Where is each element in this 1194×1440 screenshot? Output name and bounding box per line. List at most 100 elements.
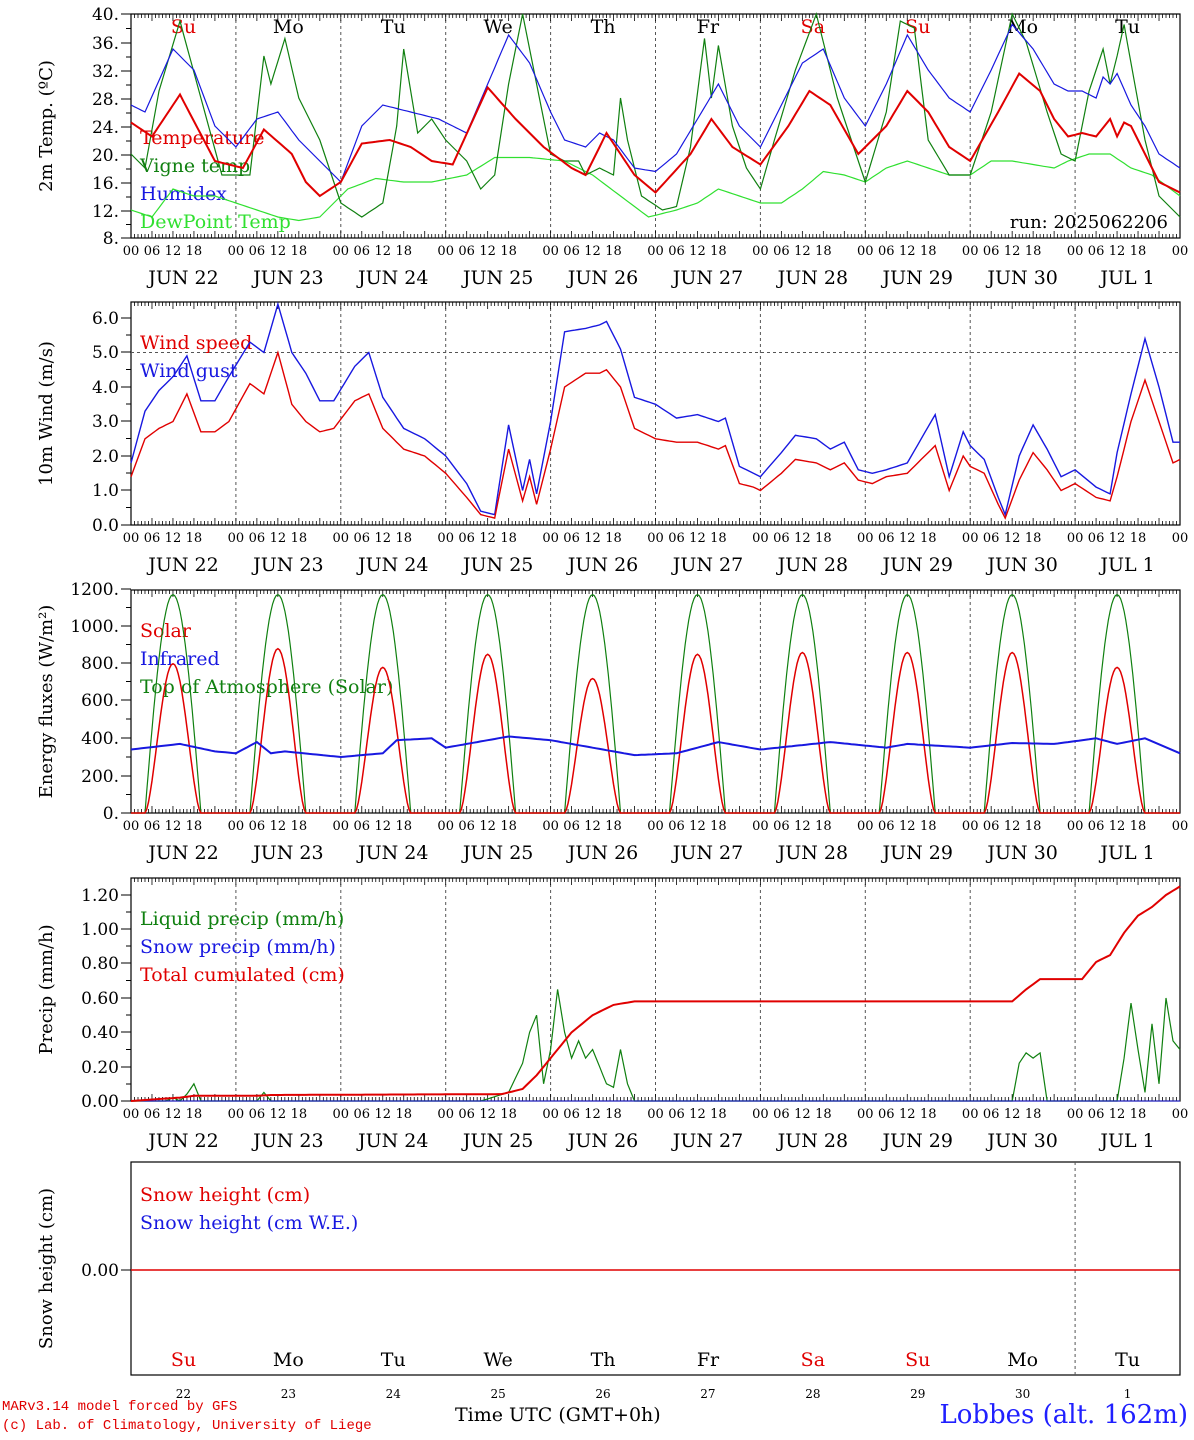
hour-label: 18 <box>1130 244 1147 259</box>
hour-label: 18 <box>395 1107 412 1122</box>
hour-label: 12 <box>794 244 811 259</box>
hour-label: 12 <box>584 819 601 834</box>
hour-label: 00 <box>857 1107 874 1122</box>
hour-label: 00 <box>542 1107 559 1122</box>
day-label: JUN 24 <box>356 554 428 576</box>
series-wind-speed <box>130 350 1181 520</box>
hour-label: 12 <box>794 1107 811 1122</box>
day-number: 24 <box>386 1387 402 1401</box>
hour-label: 06 <box>878 531 895 546</box>
hour-label: 06 <box>1088 819 1105 834</box>
hour-label: 12 <box>165 819 182 834</box>
day-label: JUN 26 <box>566 554 638 576</box>
y-tick-label: 12. <box>92 202 119 222</box>
hour-label: 18 <box>815 244 832 259</box>
hour-label: 12 <box>165 531 182 546</box>
hour-label: 12 <box>899 1107 916 1122</box>
hour-label: 12 <box>270 819 287 834</box>
hour-label: 00 <box>333 819 350 834</box>
day-label: JUN 30 <box>985 1130 1057 1152</box>
hour-label: 18 <box>815 819 832 834</box>
hour-label: 00 <box>1067 1107 1084 1122</box>
hour-label: 00 <box>123 1107 140 1122</box>
hour-label: 00 <box>437 244 454 259</box>
hour-label: 06 <box>354 819 371 834</box>
series-solar <box>131 647 1180 814</box>
hour-label: 18 <box>1025 819 1042 834</box>
y-tick-label: 24. <box>92 118 119 138</box>
hour-label: 12 <box>584 1107 601 1122</box>
panel-4: 0.00 0.20 0.40 0.60 0.80 1.00 1.20 Precip (mm/h… <box>36 877 1188 1152</box>
hour-label: 00 <box>752 1107 769 1122</box>
weekday-label: Mo <box>273 1349 304 1371</box>
day-label: JUN 24 <box>356 842 428 864</box>
hour-label: 18 <box>605 1107 622 1122</box>
y-tick-label: 800. <box>81 654 119 674</box>
y-axis-label: Snow height (cm) <box>36 1188 57 1349</box>
hour-label: 12 <box>584 244 601 259</box>
hour-label: 18 <box>605 819 622 834</box>
y-tick-label: 200. <box>81 767 119 787</box>
hour-label: 06 <box>354 244 371 259</box>
hour-label: 00 <box>228 244 245 259</box>
hour-label: 12 <box>270 244 287 259</box>
legend-entry: Wind gust <box>140 360 238 382</box>
hour-label: 12 <box>374 244 391 259</box>
hour-label: 18 <box>605 531 622 546</box>
hour-label: 12 <box>479 1107 496 1122</box>
hour-label: 06 <box>878 244 895 259</box>
hour-label: 00 <box>857 531 874 546</box>
hour-label: 06 <box>458 819 475 834</box>
hour-label: 06 <box>983 819 1000 834</box>
hour-label: 18 <box>1025 1107 1042 1122</box>
hour-label: 00 <box>1172 244 1189 259</box>
hour-label: 06 <box>773 531 790 546</box>
panel-5: 0.00 Snow height (cm) Snow height (cm) Snow… <box>36 1161 1181 1401</box>
hour-label: 06 <box>1088 531 1105 546</box>
y-tick-label: 0.40 <box>81 1023 119 1043</box>
y-tick-label: 1.00 <box>81 920 119 940</box>
hour-label: 06 <box>354 531 371 546</box>
hour-label: 06 <box>668 244 685 259</box>
weekday-label: Su <box>171 1349 196 1371</box>
hour-label: 00 <box>437 1107 454 1122</box>
legend-entry: Top of Atmosphere (Solar) <box>140 676 393 698</box>
hour-label: 18 <box>500 1107 517 1122</box>
hour-label: 18 <box>500 819 517 834</box>
hour-label: 06 <box>983 244 1000 259</box>
hour-label: 18 <box>1025 244 1042 259</box>
y-tick-label: 600. <box>81 691 119 711</box>
time-axis-title: Time UTC (GMT+0h) <box>455 1404 661 1426</box>
panel-1: 8. 12. 16. 20. 24. 28. 32. 36. 40. 2m Temp. (ºC) 0… <box>36 5 1188 289</box>
series-dewpoint-temp <box>130 153 1181 222</box>
hour-label: 12 <box>1109 244 1126 259</box>
hour-label: 00 <box>228 1107 245 1122</box>
day-label: JUN 22 <box>146 554 218 576</box>
hour-label: 00 <box>333 1107 350 1122</box>
hour-label: 00 <box>123 819 140 834</box>
weekday-label: Mo <box>273 16 304 38</box>
legend-entry: Solar <box>140 620 192 642</box>
y-tick-label: 0.80 <box>81 954 119 974</box>
hour-label: 00 <box>752 531 769 546</box>
y-tick-label: 3.0 <box>92 412 119 432</box>
hour-label: 00 <box>647 531 664 546</box>
hour-label: 12 <box>1004 1107 1021 1122</box>
hour-label: 00 <box>1172 819 1189 834</box>
hour-label: 12 <box>165 1107 182 1122</box>
hour-label: 12 <box>479 819 496 834</box>
y-tick-label: 1000. <box>70 617 119 637</box>
hour-label: 12 <box>1109 531 1126 546</box>
weekday-label: Tu <box>1115 16 1140 38</box>
y-tick-label: 6.0 <box>92 309 119 329</box>
hour-label: 00 <box>962 531 979 546</box>
hour-label: 06 <box>249 819 266 834</box>
y-tick-label: 20. <box>92 146 119 166</box>
hour-label: 12 <box>479 531 496 546</box>
legend-entry: Vigne temp <box>139 155 250 177</box>
day-label: JUN 25 <box>461 554 533 576</box>
day-label: JUN 30 <box>985 554 1057 576</box>
hour-label: 18 <box>710 531 727 546</box>
legend-entry: Wind speed <box>140 332 252 354</box>
legend-entry: Snow precip (mm/h) <box>140 936 336 958</box>
